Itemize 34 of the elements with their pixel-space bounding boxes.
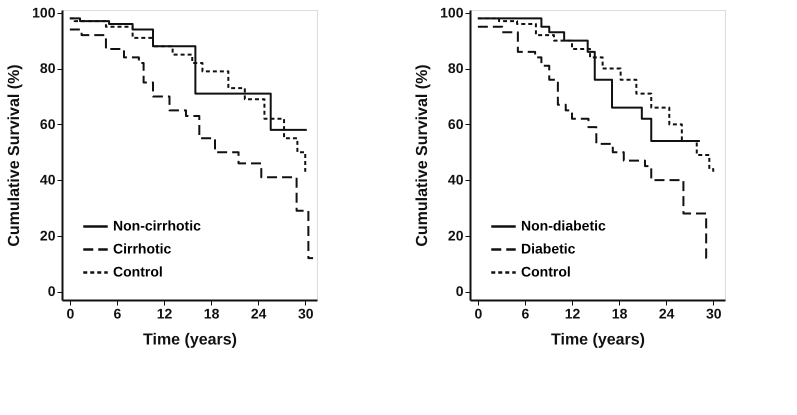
x-tick-label: 24 [658, 306, 675, 322]
y-axis-title: Cumulative Survival (%) [6, 64, 24, 247]
y-tick-label: 80 [40, 60, 56, 76]
legend-label: Non-diabetic [521, 218, 606, 234]
legend-label: Non-cirrhotic [113, 218, 202, 234]
x-tick-label: 6 [114, 306, 122, 322]
x-tick-label: 18 [204, 306, 220, 322]
legend-label: Cirrhotic [113, 240, 172, 256]
y-tick-label: 60 [40, 116, 56, 132]
x-tick-label: 12 [156, 306, 172, 322]
x-tick-label: 6 [522, 306, 530, 322]
y-tick-label: 60 [448, 116, 464, 132]
x-tick-label: 24 [250, 306, 267, 322]
y-tick-label: 100 [440, 4, 464, 20]
y-tick-label: 80 [448, 60, 464, 76]
y-tick-label: 20 [40, 227, 56, 244]
y-tick-label: 40 [448, 172, 464, 188]
x-tick-label: 18 [612, 306, 628, 322]
y-tick-label: 0 [48, 283, 56, 300]
y-tick-label: 0 [456, 283, 464, 300]
x-tick-label: 0 [66, 306, 74, 322]
y-tick-label: 100 [32, 4, 56, 20]
x-axis-title: Time (years) [143, 332, 237, 348]
legend-label: Control [113, 264, 163, 280]
x-tick-label: 0 [474, 306, 482, 322]
y-tick-label: 20 [448, 227, 464, 244]
legend-label: Diabetic [521, 240, 576, 256]
x-tick-label: 30 [298, 306, 314, 322]
x-tick-label: 30 [706, 306, 722, 322]
y-axis-title: Cumulative Survival (%) [414, 64, 432, 247]
x-axis-title: Time (years) [551, 332, 645, 348]
y-tick-label: 40 [40, 172, 56, 188]
x-tick-label: 12 [564, 306, 580, 322]
legend-label: Control [521, 264, 571, 280]
